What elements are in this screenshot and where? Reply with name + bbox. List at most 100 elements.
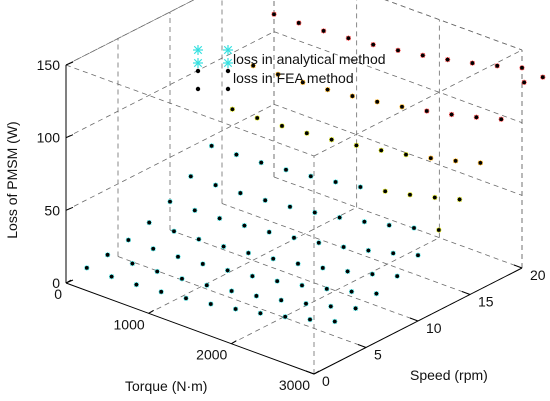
fea-point (254, 294, 259, 298)
fea-point (168, 199, 172, 204)
y-tick-label: 20 (530, 267, 546, 283)
fea-point (292, 235, 296, 240)
fea-point (275, 279, 280, 284)
legend: loss in analytical method loss in FEA me… (193, 45, 386, 92)
y-tick-label: 15 (478, 294, 494, 310)
fea-point (379, 148, 384, 153)
fea-point (147, 220, 152, 225)
fea-point (200, 262, 205, 266)
legend-dot-icon (195, 68, 201, 74)
fea-point (279, 298, 284, 303)
legend-dot-icon (195, 86, 201, 92)
fea-point (105, 252, 110, 257)
data-points (84, 11, 546, 325)
z-axis-label: Loss of PMSM (W) (4, 121, 20, 238)
z-tick-mark (65, 134, 74, 139)
box-edge (65, 64, 315, 157)
fea-point (176, 254, 180, 259)
grid-line (221, 203, 471, 295)
fea-point (155, 269, 160, 274)
fea-point (495, 63, 500, 68)
fea-point (221, 244, 226, 249)
fea-point (325, 87, 330, 92)
legend-dot-icon (225, 86, 231, 92)
fea-point (196, 237, 201, 242)
fea-point (522, 80, 527, 85)
fea-point (250, 274, 255, 279)
fea-point (242, 223, 247, 228)
fea-point (457, 197, 462, 202)
fea-point (192, 208, 197, 213)
fea-point (238, 191, 243, 195)
x-tick-mark (313, 370, 320, 375)
fea-point (428, 156, 433, 161)
fea-point (126, 238, 131, 242)
fea-point (84, 265, 89, 270)
grid-line (65, 0, 195, 66)
fea-point (267, 230, 272, 234)
fea-point (445, 57, 450, 62)
fea-point (420, 53, 425, 58)
fea-point (296, 21, 301, 25)
fea-point (453, 158, 458, 163)
grid-line (65, 103, 275, 211)
x-tick-mark (65, 279, 72, 284)
fea-point (300, 283, 304, 288)
fea-point (408, 192, 412, 197)
fea-point (328, 304, 333, 309)
fea-point (396, 48, 400, 53)
fea-point (520, 65, 524, 70)
y-tick-mark (461, 291, 471, 295)
fea-point (209, 143, 214, 148)
fea-point (387, 223, 392, 228)
z-tick-mark (65, 61, 74, 66)
fea-point (370, 272, 375, 277)
fea-point (304, 301, 308, 306)
fea-point (345, 269, 350, 274)
fea-point (184, 296, 188, 301)
fea-point (353, 306, 358, 311)
fea-point (258, 311, 263, 316)
y-tick-label: 0 (322, 373, 330, 389)
fea-point (246, 251, 251, 255)
fea-point (130, 261, 135, 266)
fea-point (362, 219, 367, 224)
fea-point (366, 248, 371, 253)
fea-point (474, 115, 479, 120)
legend-dot-icon (225, 68, 231, 74)
fea-point (436, 228, 441, 232)
grid-line (148, 206, 357, 314)
x-tick-label: 2000 (196, 347, 227, 363)
fea-point (255, 116, 260, 120)
z-tick-label: 100 (37, 130, 61, 146)
legend-asterisk-icon (223, 58, 233, 68)
legend-asterisk-icon (193, 45, 203, 55)
fea-point (371, 42, 376, 47)
fea-point (316, 240, 321, 245)
fea-point (383, 189, 388, 194)
fea-point (349, 289, 354, 294)
y-tick-mark (305, 370, 315, 375)
fea-point (159, 289, 164, 294)
legend-asterisk-icon (223, 45, 233, 55)
fea-point (276, 72, 280, 77)
fea-point (300, 80, 305, 85)
y-tick-label: 5 (374, 347, 382, 363)
fea-point (284, 167, 288, 172)
grid-line (273, 103, 523, 196)
fea-point (230, 107, 235, 112)
fea-point (341, 245, 346, 249)
fea-point (280, 124, 284, 128)
box-edge (313, 49, 523, 157)
fea-point (272, 12, 276, 17)
box-edge (384, 0, 523, 51)
legend-label-fea: loss in FEA method (233, 70, 354, 86)
z-tick-label: 150 (37, 57, 61, 73)
fea-point (217, 216, 222, 221)
grid-line (117, 256, 367, 348)
grid-line (169, 229, 419, 322)
y-tick-mark (357, 344, 367, 348)
fea-point (321, 29, 326, 33)
fea-point (320, 266, 325, 270)
fea-point (134, 282, 139, 287)
